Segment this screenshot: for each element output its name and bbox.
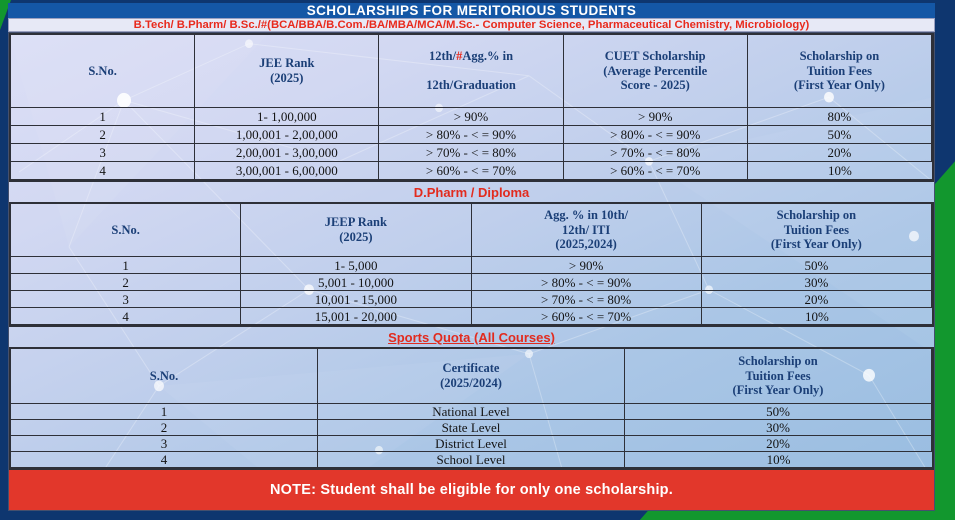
cell-scholarship: 50% (747, 126, 932, 144)
cell-sno: 1 (11, 404, 318, 420)
cell-sno: 3 (11, 144, 196, 162)
poster-body: SCHOLARSHIPS FOR MERITORIOUS STUDENTS B.… (8, 3, 935, 511)
cell-scholarship: 10% (625, 452, 932, 468)
cell-agg: > 90% (471, 257, 702, 274)
cell-scholarship: 80% (747, 108, 932, 126)
section-title-dpharm: D.Pharm / Diploma (9, 182, 934, 202)
cell-jee-rank: 3,00,001 - 6,00,000 (195, 162, 380, 180)
cell-certificate: State Level (318, 420, 625, 436)
cell-sno: 4 (11, 162, 196, 180)
tables-area: S.No. JEE Rank (2025) PCM%/PCB% in 12th/… (8, 32, 935, 511)
column-header-scholarship: Scholarship on Tuition Fees (First Year … (701, 204, 932, 257)
cell-scholarship: 10% (701, 308, 932, 325)
eligibility-note: NOTE: Student shall be eligible for only… (9, 470, 934, 510)
dpharm-scholarship-table: S.No. JEEP Rank (2025) Agg. % in 10th/ 1… (9, 202, 934, 327)
cell-pcm: > 80% - < = 90% (379, 126, 564, 144)
sports-quota-table: S.No. Certificate (2025/2024) Scholarshi… (9, 347, 934, 470)
cell-cuet: > 90% (563, 108, 748, 126)
cell-cuet: > 70% - < = 80% (563, 144, 748, 162)
cell-scholarship: 20% (747, 144, 932, 162)
cell-cuet: > 60% - < = 70% (563, 162, 748, 180)
cell-jeep-rank: 15,001 - 20,000 (241, 308, 472, 325)
pcm-header-line3: 12th/Graduation (426, 78, 516, 93)
cell-jeep-rank: 1- 5,000 (241, 257, 472, 274)
column-header-sno: S.No. (11, 35, 196, 108)
cell-sno: 4 (11, 308, 242, 325)
tables-stack: S.No. JEE Rank (2025) PCM%/PCB% in 12th/… (9, 33, 934, 510)
cell-scholarship: 20% (701, 291, 932, 308)
cell-sno: 4 (11, 452, 318, 468)
column-header-certificate: Certificate (2025/2024) (318, 349, 625, 404)
pcm-header-hash: # (456, 48, 463, 63)
cell-jeep-rank: 10,001 - 15,000 (241, 291, 472, 308)
cell-agg: > 80% - < = 90% (471, 274, 702, 291)
cell-sno: 3 (11, 436, 318, 452)
cell-certificate: National Level (318, 404, 625, 420)
section-title-sports-quota-label: Sports Quota (All Courses) (388, 329, 555, 345)
cell-sno: 2 (11, 274, 242, 291)
cell-scholarship: 10% (747, 162, 932, 180)
pcm-header-line2-post: Agg.% in (462, 48, 514, 63)
cell-pcm: > 60% - < = 70% (379, 162, 564, 180)
cell-jee-rank: 2,00,001 - 3,00,000 (195, 144, 380, 162)
column-header-pcm: PCM%/PCB% in 12th/#Agg.% in 12th/Graduat… (379, 35, 564, 108)
eligible-courses-subtitle: B.Tech/ B.Pharm/ B.Sc./#(BCA/BBA/B.Com./… (8, 18, 935, 32)
cell-scholarship: 50% (625, 404, 932, 420)
cell-certificate: School Level (318, 452, 625, 468)
column-header-scholarship: Scholarship on Tuition Fees (First Year … (747, 35, 932, 108)
column-header-agg: Agg. % in 10th/ 12th/ ITI (2025,2024) (471, 204, 702, 257)
cell-pcm: > 70% - < = 80% (379, 144, 564, 162)
green-corner-accent (0, 0, 11, 30)
cell-sno: 2 (11, 420, 318, 436)
column-header-jeep-rank: JEEP Rank (2025) (241, 204, 472, 257)
column-header-sno: S.No. (11, 204, 242, 257)
cell-pcm: > 90% (379, 108, 564, 126)
cell-sno: 1 (11, 108, 196, 126)
cell-scholarship: 20% (625, 436, 932, 452)
cell-jee-rank: 1- 1,00,000 (195, 108, 380, 126)
cell-cuet: > 80% - < = 90% (563, 126, 748, 144)
cell-certificate: District Level (318, 436, 625, 452)
column-header-scholarship: Scholarship on Tuition Fees (First Year … (625, 349, 932, 404)
cell-scholarship: 50% (701, 257, 932, 274)
cell-scholarship: 30% (701, 274, 932, 291)
cell-sno: 1 (11, 257, 242, 274)
column-header-sno: S.No. (11, 349, 318, 404)
btech-scholarship-table: S.No. JEE Rank (2025) PCM%/PCB% in 12th/… (9, 33, 934, 182)
cell-sno: 2 (11, 126, 196, 144)
page-title: SCHOLARSHIPS FOR MERITORIOUS STUDENTS (8, 3, 935, 18)
pcm-header-line2: 12th/#Agg.% in (423, 49, 518, 64)
cell-agg: > 60% - < = 70% (471, 308, 702, 325)
cell-jee-rank: 1,00,001 - 2,00,000 (195, 126, 380, 144)
section-title-sports-quota: Sports Quota (All Courses) (9, 327, 934, 347)
cell-scholarship: 30% (625, 420, 932, 436)
section-title-dpharm-label: D.Pharm / Diploma (413, 184, 530, 200)
pcm-header-line2-pre: 12th/ (428, 48, 457, 63)
cell-jeep-rank: 5,001 - 10,000 (241, 274, 472, 291)
cell-sno: 3 (11, 291, 242, 308)
column-header-jee-rank: JEE Rank (2025) (195, 35, 380, 108)
column-header-cuet: CUET Scholarship (Average Percentile Sco… (563, 35, 748, 108)
cell-agg: > 70% - < = 80% (471, 291, 702, 308)
